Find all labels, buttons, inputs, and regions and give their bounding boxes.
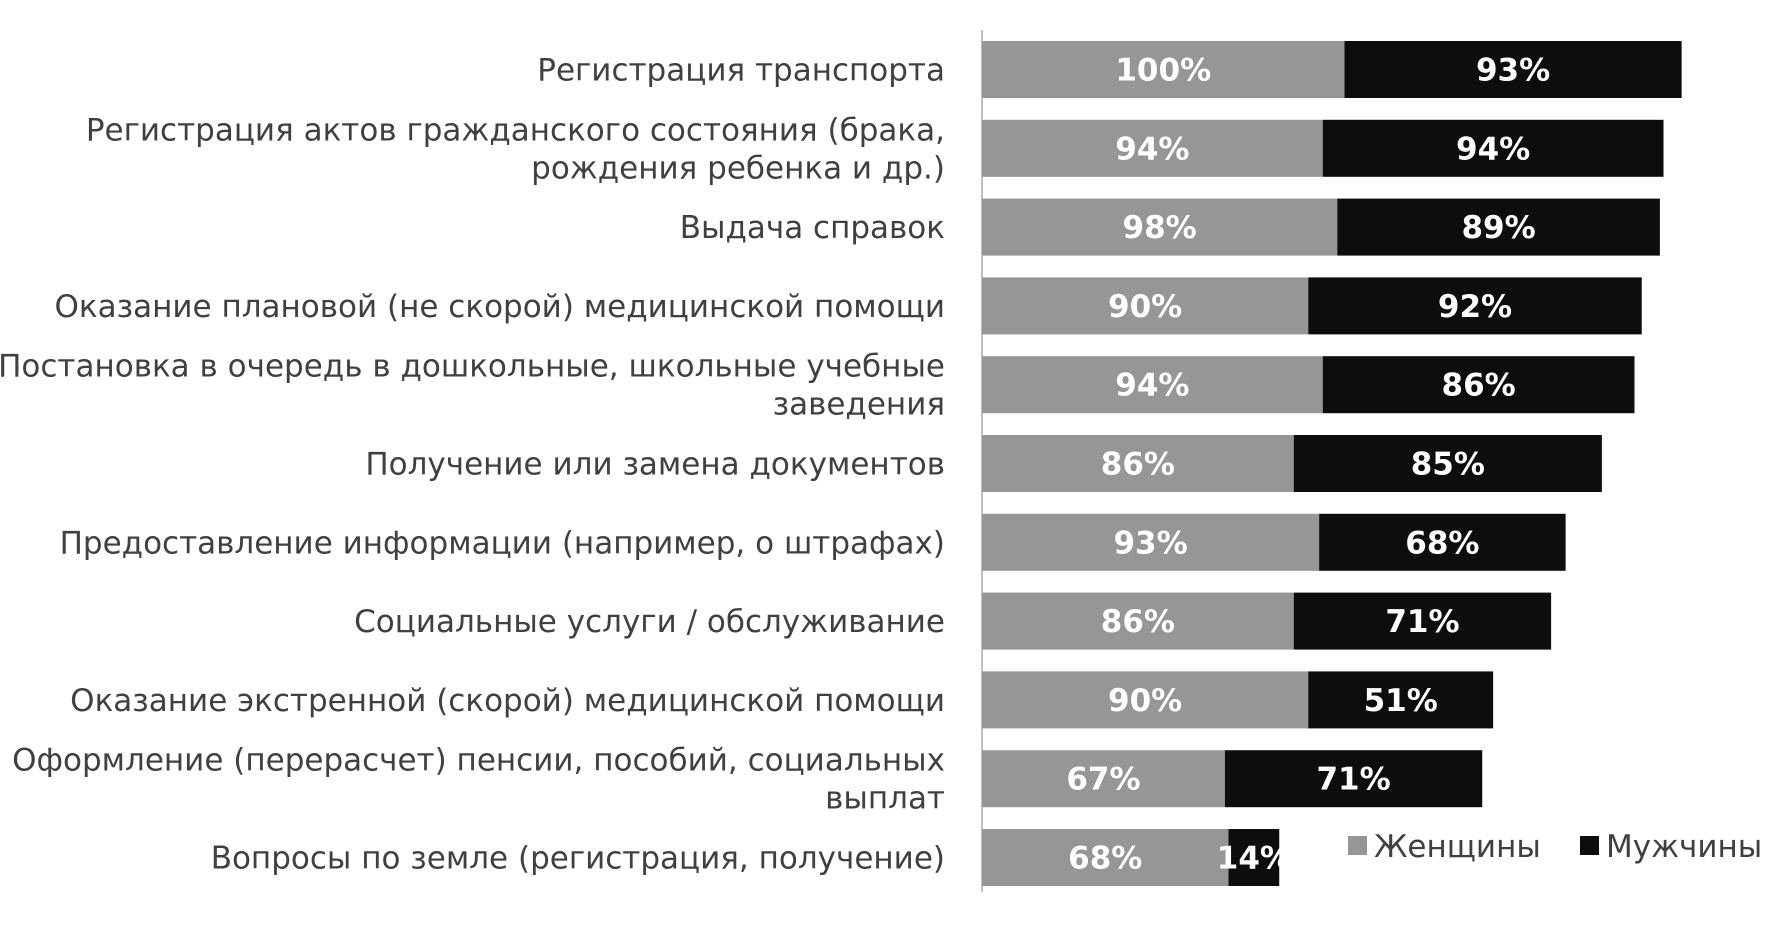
bar-men [1308,671,1494,729]
bar-women [982,435,1294,492]
data-label-men: 71% [1385,604,1459,640]
data-label-women: 67% [1066,762,1140,798]
bar-men [1319,513,1566,571]
data-label-men: 86% [1442,368,1516,404]
category-label: Оказание экстренной (скорой) медицинской… [70,683,945,719]
data-label-men: 51% [1364,683,1438,719]
category-label: Выдача справок [680,210,945,246]
category-label: Получение или замена документов [365,447,945,483]
bar-women [982,829,1229,886]
data-label-women: 98% [1123,210,1197,246]
legend: Женщины Мужчины [1348,829,1762,865]
bar-women [982,41,1345,98]
category-label: Регистрация транспорта [537,53,945,89]
data-label-men: 14% [1217,841,1291,877]
category-label: Предоставление информации (например, о ш… [60,525,945,561]
bar-women [982,277,1309,335]
bar-men [1344,41,1682,98]
bar-men [1308,277,1642,335]
bar-men [1337,198,1660,256]
bar-men [1293,592,1552,650]
data-label-men: 85% [1411,447,1485,483]
data-label-men: 92% [1438,289,1512,325]
bar-women [982,750,1225,808]
legend-label-women: Женщины [1374,829,1541,865]
legend-label-men: Мужчины [1606,829,1762,865]
bar-men [1224,750,1483,808]
data-label-men: 93% [1476,53,1550,89]
legend-swatch-men [1580,836,1599,855]
data-label-women: 90% [1108,289,1182,325]
data-label-women: 94% [1115,368,1189,404]
legend-swatch-women [1348,836,1367,855]
bar-women [982,671,1309,729]
bar-men [1322,119,1664,177]
data-label-men: 68% [1405,525,1479,561]
category-label: Постановка в очередь в дошкольные, школь… [0,349,945,423]
data-labels: 100% 93% 94% 94% 98% 89% 90% 92% 94% 86% 86% 85% 93%… [1066,53,1550,877]
bar-men [1228,829,1280,886]
data-label-women: 86% [1101,604,1175,640]
bar-men [1293,435,1602,492]
category-label: Социальные услуги / обслуживание [354,604,945,640]
bar-women [982,198,1338,256]
data-label-men: 94% [1456,131,1530,167]
data-label-women: 94% [1115,131,1189,167]
bar-women [982,356,1323,414]
data-label-women: 90% [1108,683,1182,719]
category-label: Вопросы по земле (регистрация, получение… [211,841,945,877]
data-label-women: 93% [1113,525,1187,561]
data-label-women: 68% [1068,841,1142,877]
data-label-men: 71% [1316,762,1390,798]
data-label-women: 100% [1115,53,1211,89]
data-label-men: 89% [1461,210,1535,246]
category-label: Оформление (перерасчет) пенсии, пособий,… [12,743,945,817]
category-label: Регистрация актов гражданского состояния… [86,112,945,186]
category-labels: Регистрация транспорта Регистрация актов … [0,53,945,877]
bar-women [982,119,1323,177]
category-label: Оказание плановой (не скорой) медицинско… [55,289,945,325]
bar-men [1322,356,1635,414]
bars [982,41,1682,886]
bar-women [982,513,1320,571]
data-label-women: 86% [1101,447,1175,483]
bar-women [982,592,1294,650]
